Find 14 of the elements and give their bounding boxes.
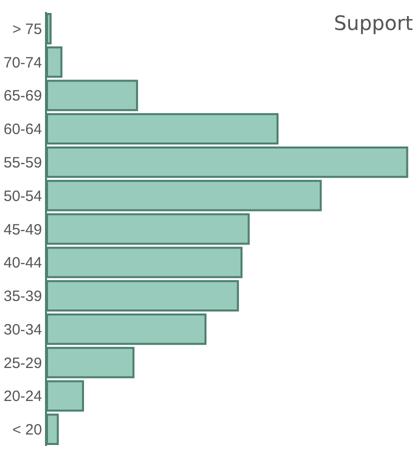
y-tick-label: < 20 [12, 422, 42, 439]
y-tick-label: 30-34 [4, 321, 42, 338]
y-tick-label: 35-39 [4, 288, 42, 306]
y-tick-label: 65-69 [4, 88, 42, 105]
y-tick-label: 40-44 [4, 254, 42, 272]
y-tick-label: 60-64 [4, 121, 42, 138]
y-tick-label: 20-24 [4, 388, 42, 406]
y-tick-label: 70-74 [4, 54, 42, 72]
y-tick-label: 50-54 [4, 188, 42, 205]
y-tick-label: 25-29 [4, 354, 42, 372]
chart-title: Support [334, 10, 414, 35]
y-tick-label: 45-49 [4, 221, 42, 238]
y-tick-label: 55-59 [4, 154, 42, 172]
y-tick-label: > 75 [12, 20, 42, 38]
